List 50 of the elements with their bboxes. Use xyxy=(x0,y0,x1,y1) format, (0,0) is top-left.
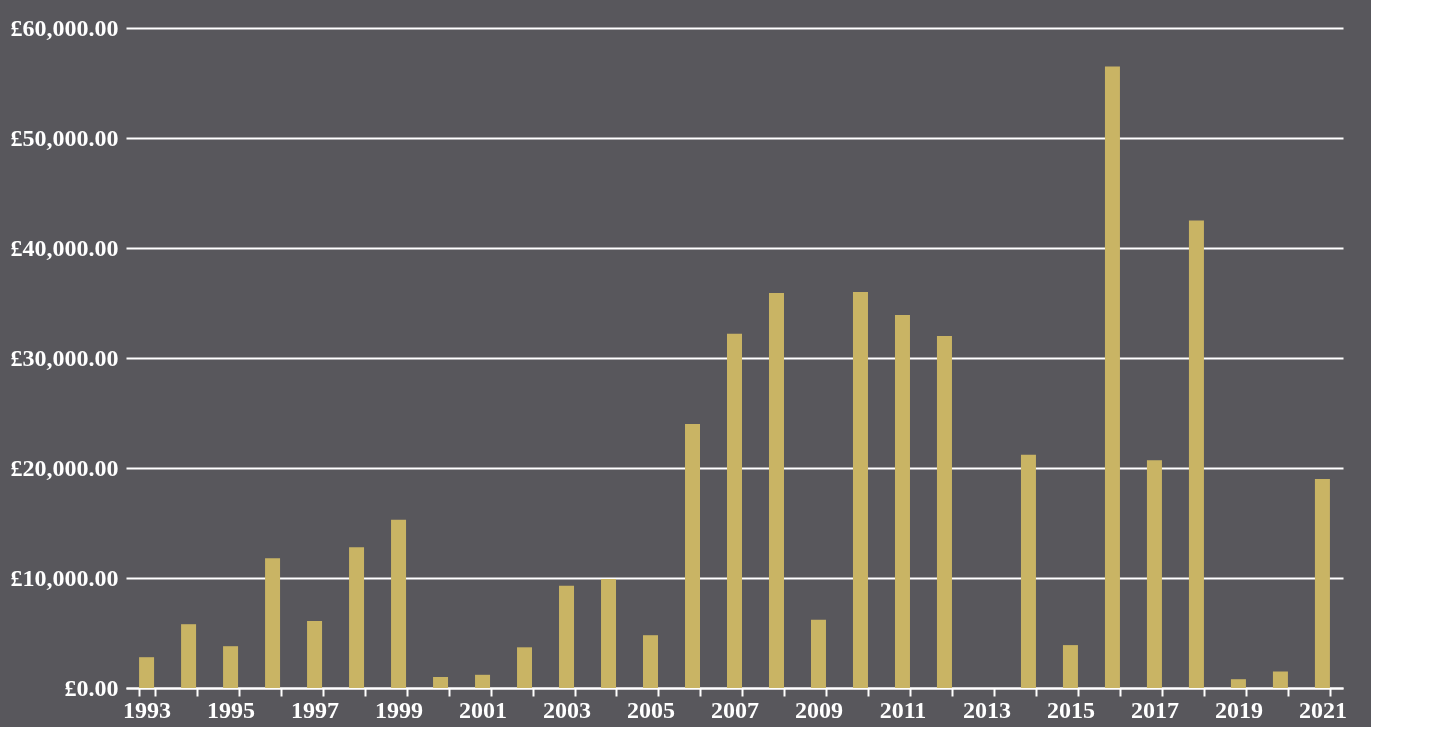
bar xyxy=(810,619,826,688)
bar xyxy=(433,677,449,688)
bar xyxy=(768,293,784,688)
y-tick-label: £20,000.00 xyxy=(10,454,119,481)
bar xyxy=(727,333,742,688)
y-tick-label: £10,000.00 xyxy=(10,564,119,591)
bar xyxy=(852,292,868,688)
bar xyxy=(1062,645,1078,688)
bar xyxy=(1020,454,1036,688)
x-tick-label: 1995 xyxy=(207,696,256,723)
bar xyxy=(1314,479,1330,688)
x-tick-label: 1999 xyxy=(375,696,424,723)
bar xyxy=(894,315,910,688)
bar xyxy=(1188,220,1204,688)
bar xyxy=(1104,66,1120,688)
bar xyxy=(559,585,575,688)
y-tick-label: £60,000.00 xyxy=(10,14,119,41)
x-tick-label: 2017 xyxy=(1130,696,1179,723)
bar xyxy=(685,424,701,688)
y-tick-label: £40,000.00 xyxy=(10,234,119,261)
bar xyxy=(181,624,197,688)
x-tick-label: 2007 xyxy=(711,696,759,723)
x-tick-label: 1993 xyxy=(123,696,172,723)
y-tick-label: £0.00 xyxy=(64,674,119,701)
bar xyxy=(1146,460,1162,688)
bar xyxy=(139,657,155,688)
x-tick-label: 1997 xyxy=(291,696,340,723)
bar xyxy=(349,547,365,688)
x-tick-label: 2019 xyxy=(1214,696,1263,723)
x-tick-label: 2009 xyxy=(794,696,843,723)
bar xyxy=(1272,671,1288,688)
x-tick-label: 2003 xyxy=(543,696,592,723)
bar xyxy=(265,558,281,688)
bar xyxy=(643,635,659,688)
y-tick-label: £50,000.00 xyxy=(10,124,119,151)
y-tick-label: £30,000.00 xyxy=(10,344,119,371)
x-tick-label: 2011 xyxy=(879,696,927,723)
x-tick-label: 2013 xyxy=(962,696,1011,723)
bar xyxy=(1230,679,1246,688)
bar xyxy=(936,336,952,688)
bar xyxy=(391,519,407,688)
x-tick-label: 2005 xyxy=(627,696,676,723)
bar xyxy=(307,620,323,688)
bar xyxy=(601,579,617,688)
x-tick-label: 2021 xyxy=(1298,696,1347,723)
bar xyxy=(517,647,533,688)
bar xyxy=(475,674,491,688)
bar xyxy=(223,646,239,688)
x-tick-label: 2001 xyxy=(459,696,508,723)
x-tick-label: 2015 xyxy=(1046,696,1095,723)
